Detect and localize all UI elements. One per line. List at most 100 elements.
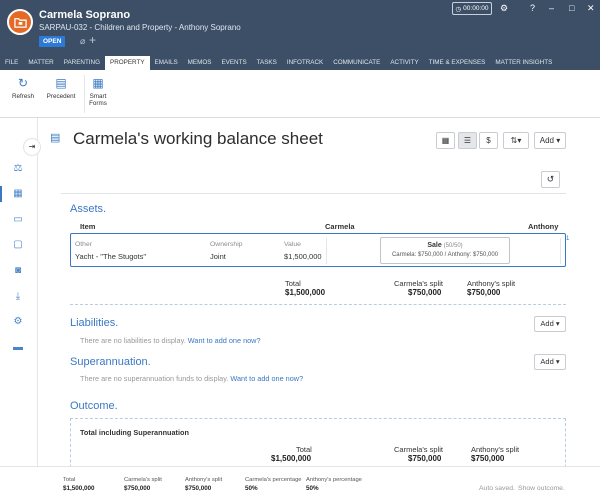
row-divider-right bbox=[560, 238, 561, 264]
page-title: Carmela's working balance sheet bbox=[73, 129, 323, 148]
col-item: Item bbox=[80, 222, 96, 231]
status-badge[interactable]: OPEN bbox=[39, 36, 66, 47]
smart-forms-button[interactable]: ▦ Smart Forms bbox=[78, 76, 118, 107]
close-icon[interactable]: ✕ bbox=[587, 3, 595, 13]
ownership-value: Joint bbox=[210, 252, 226, 261]
assets-title: Assets. bbox=[70, 203, 107, 215]
add-dropdown-button[interactable]: Add ▾ bbox=[534, 132, 566, 149]
tab-emails[interactable]: EMAILS bbox=[154, 59, 178, 66]
value-value: $1,500,000 bbox=[284, 252, 322, 261]
clock-icon: ◷ bbox=[455, 5, 462, 13]
refresh-button[interactable]: ↻ Refresh bbox=[3, 76, 43, 100]
minimize-icon[interactable]: – bbox=[549, 3, 555, 13]
app-header: Carmela Soprano SARPAU-032 - Children an… bbox=[0, 0, 600, 56]
archive-icon[interactable]: ▬ bbox=[13, 342, 23, 353]
tab-activity[interactable]: ACTIVITY bbox=[390, 59, 419, 66]
tab-file[interactable]: FILE bbox=[5, 59, 19, 66]
precedent-button[interactable]: ▤ Precedent bbox=[41, 76, 81, 100]
show-outcome-link[interactable]: Show outcome. bbox=[518, 485, 565, 492]
matter-logo bbox=[7, 9, 33, 35]
settings-icon[interactable]: ⚙ bbox=[13, 316, 23, 327]
undo-button[interactable]: ↺ bbox=[541, 171, 560, 188]
precedent-label: Precedent bbox=[46, 93, 76, 100]
timer-button[interactable]: ◷ 00:00:00 bbox=[452, 2, 492, 15]
assets-total-label: Total bbox=[285, 279, 301, 288]
sort-button[interactable]: ⇅▾ bbox=[503, 132, 529, 149]
asset-type-value: Yacht - "The Stugots" bbox=[75, 252, 147, 261]
collapse-nav-button[interactable]: ⇥ bbox=[23, 138, 41, 156]
outcome-total-value: $1,500,000 bbox=[271, 454, 312, 463]
tab-memos[interactable]: MEMOS bbox=[187, 59, 212, 66]
liabilities-empty-text: There are no liabilities to display. bbox=[80, 336, 186, 345]
refresh-icon: ↻ bbox=[17, 76, 29, 90]
add-tag-icon[interactable]: + bbox=[89, 33, 97, 47]
sale-title: Sale bbox=[427, 242, 442, 249]
footer-anthony-pct-label: Anthony's percentage bbox=[306, 477, 362, 483]
dollar-icon: $ bbox=[486, 136, 491, 145]
smart-forms-label-2: Forms bbox=[89, 100, 107, 107]
smart-forms-label-1: Smart bbox=[89, 93, 107, 100]
assets-carmela-split-value: $750,000 bbox=[408, 288, 442, 297]
tab-time-expenses[interactable]: TIME & EXPENSES bbox=[428, 59, 486, 66]
tab-matter-insights[interactable]: MATTER INSIGHTS bbox=[495, 59, 553, 66]
refresh-label: Refresh bbox=[11, 93, 35, 100]
outcome-panel: Total including Superannuation Total $1,… bbox=[70, 418, 566, 478]
ribbon-toolbar: ↻ Refresh ▤ Precedent ▦ Smart Forms bbox=[0, 70, 600, 118]
list-icon: ☰ bbox=[463, 136, 472, 145]
tab-property[interactable]: PROPERTY bbox=[105, 56, 150, 70]
sort-icon: ⇅▾ bbox=[510, 136, 522, 145]
liabilities-title: Liabilities. bbox=[70, 317, 119, 329]
tab-parenting[interactable]: PARENTING bbox=[63, 59, 101, 66]
col-carmela: Carmela bbox=[325, 222, 355, 231]
superannuation-add-button[interactable]: Add ▾ bbox=[534, 354, 566, 370]
gear-icon[interactable]: ⚙ bbox=[500, 3, 509, 13]
add-liability-link[interactable]: Want to add one now? bbox=[187, 336, 261, 345]
outcome-box-title: Total including Superannuation bbox=[80, 428, 189, 437]
footer-carmela-pct-value: 50% bbox=[245, 485, 258, 492]
summary-footer: Total $1,500,000 Carmela's split $750,00… bbox=[0, 466, 600, 501]
assets-divider bbox=[70, 304, 566, 305]
outcome-title: Outcome. bbox=[70, 400, 118, 412]
table-icon[interactable]: ▦ bbox=[13, 188, 23, 199]
timer-value: 00:00:00 bbox=[463, 5, 489, 12]
tab-tasks[interactable]: TASKS bbox=[256, 59, 277, 66]
sale-ratio: (50/50) bbox=[443, 243, 463, 249]
maximize-icon[interactable]: □ bbox=[569, 3, 575, 13]
footer-total-value: $1,500,000 bbox=[63, 485, 95, 492]
tag-icon[interactable]: ⌀ bbox=[80, 36, 86, 46]
tab-communicate[interactable]: COMMUNICATE bbox=[333, 59, 381, 66]
tab-bar: FILE MATTER PARENTING PROPERTY EMAILS ME… bbox=[0, 56, 600, 70]
contact-icon[interactable]: ◙ bbox=[14, 265, 22, 276]
footer-carmela-split-label: Carmela's split bbox=[124, 477, 162, 483]
sale-detail: Carmela: $750,000 / Anthony: $750,000 bbox=[391, 252, 499, 258]
outcome-carmela-split-label: Carmela's split bbox=[394, 445, 443, 454]
value-label: Value bbox=[284, 241, 301, 248]
calculator-button[interactable]: ▦ bbox=[436, 132, 455, 149]
asset-row[interactable]: Other Yacht - "The Stugots" Ownership Jo… bbox=[70, 233, 566, 267]
assets-carmela-split-label: Carmela's split bbox=[394, 279, 443, 288]
superannuation-empty-message: There are no superannuation funds to dis… bbox=[80, 374, 303, 383]
scales-icon[interactable]: ⚖ bbox=[13, 163, 23, 174]
outcome-anthony-split-label: Anthony's split bbox=[471, 445, 520, 454]
folder-nav-icon[interactable]: ▢ bbox=[13, 239, 23, 250]
add-super-fund-link[interactable]: Want to add one now? bbox=[230, 374, 304, 383]
assets-total-value: $1,500,000 bbox=[285, 288, 326, 297]
side-nav: ⚖ ▦ ▭ ▢ ◙ ⤓ ⚙ ▬ bbox=[0, 118, 38, 501]
active-indicator bbox=[0, 186, 2, 202]
sheet-doc-icon: ▤ bbox=[50, 132, 61, 144]
document-icon: ▤ bbox=[55, 76, 67, 90]
tab-infotrack[interactable]: INFOTRACK bbox=[286, 59, 324, 66]
liabilities-add-button[interactable]: Add ▾ bbox=[534, 316, 566, 332]
currency-button[interactable]: $ bbox=[479, 132, 498, 149]
download-doc-icon[interactable]: ⤓ bbox=[15, 291, 21, 302]
outcome-carmela-split-value: $750,000 bbox=[408, 454, 442, 463]
tab-matter[interactable]: MATTER bbox=[28, 59, 54, 66]
card-icon[interactable]: ▭ bbox=[13, 214, 23, 225]
help-icon[interactable]: ? bbox=[530, 3, 536, 13]
tab-events[interactable]: EVENTS bbox=[221, 59, 247, 66]
row-divider bbox=[326, 238, 327, 264]
sale-split-box[interactable]: Sale (50/50) Carmela: $750,000 / Anthony… bbox=[380, 237, 510, 264]
ribbon-divider bbox=[84, 75, 85, 113]
section-divider bbox=[61, 193, 566, 194]
list-view-button[interactable]: ☰ bbox=[458, 132, 477, 149]
